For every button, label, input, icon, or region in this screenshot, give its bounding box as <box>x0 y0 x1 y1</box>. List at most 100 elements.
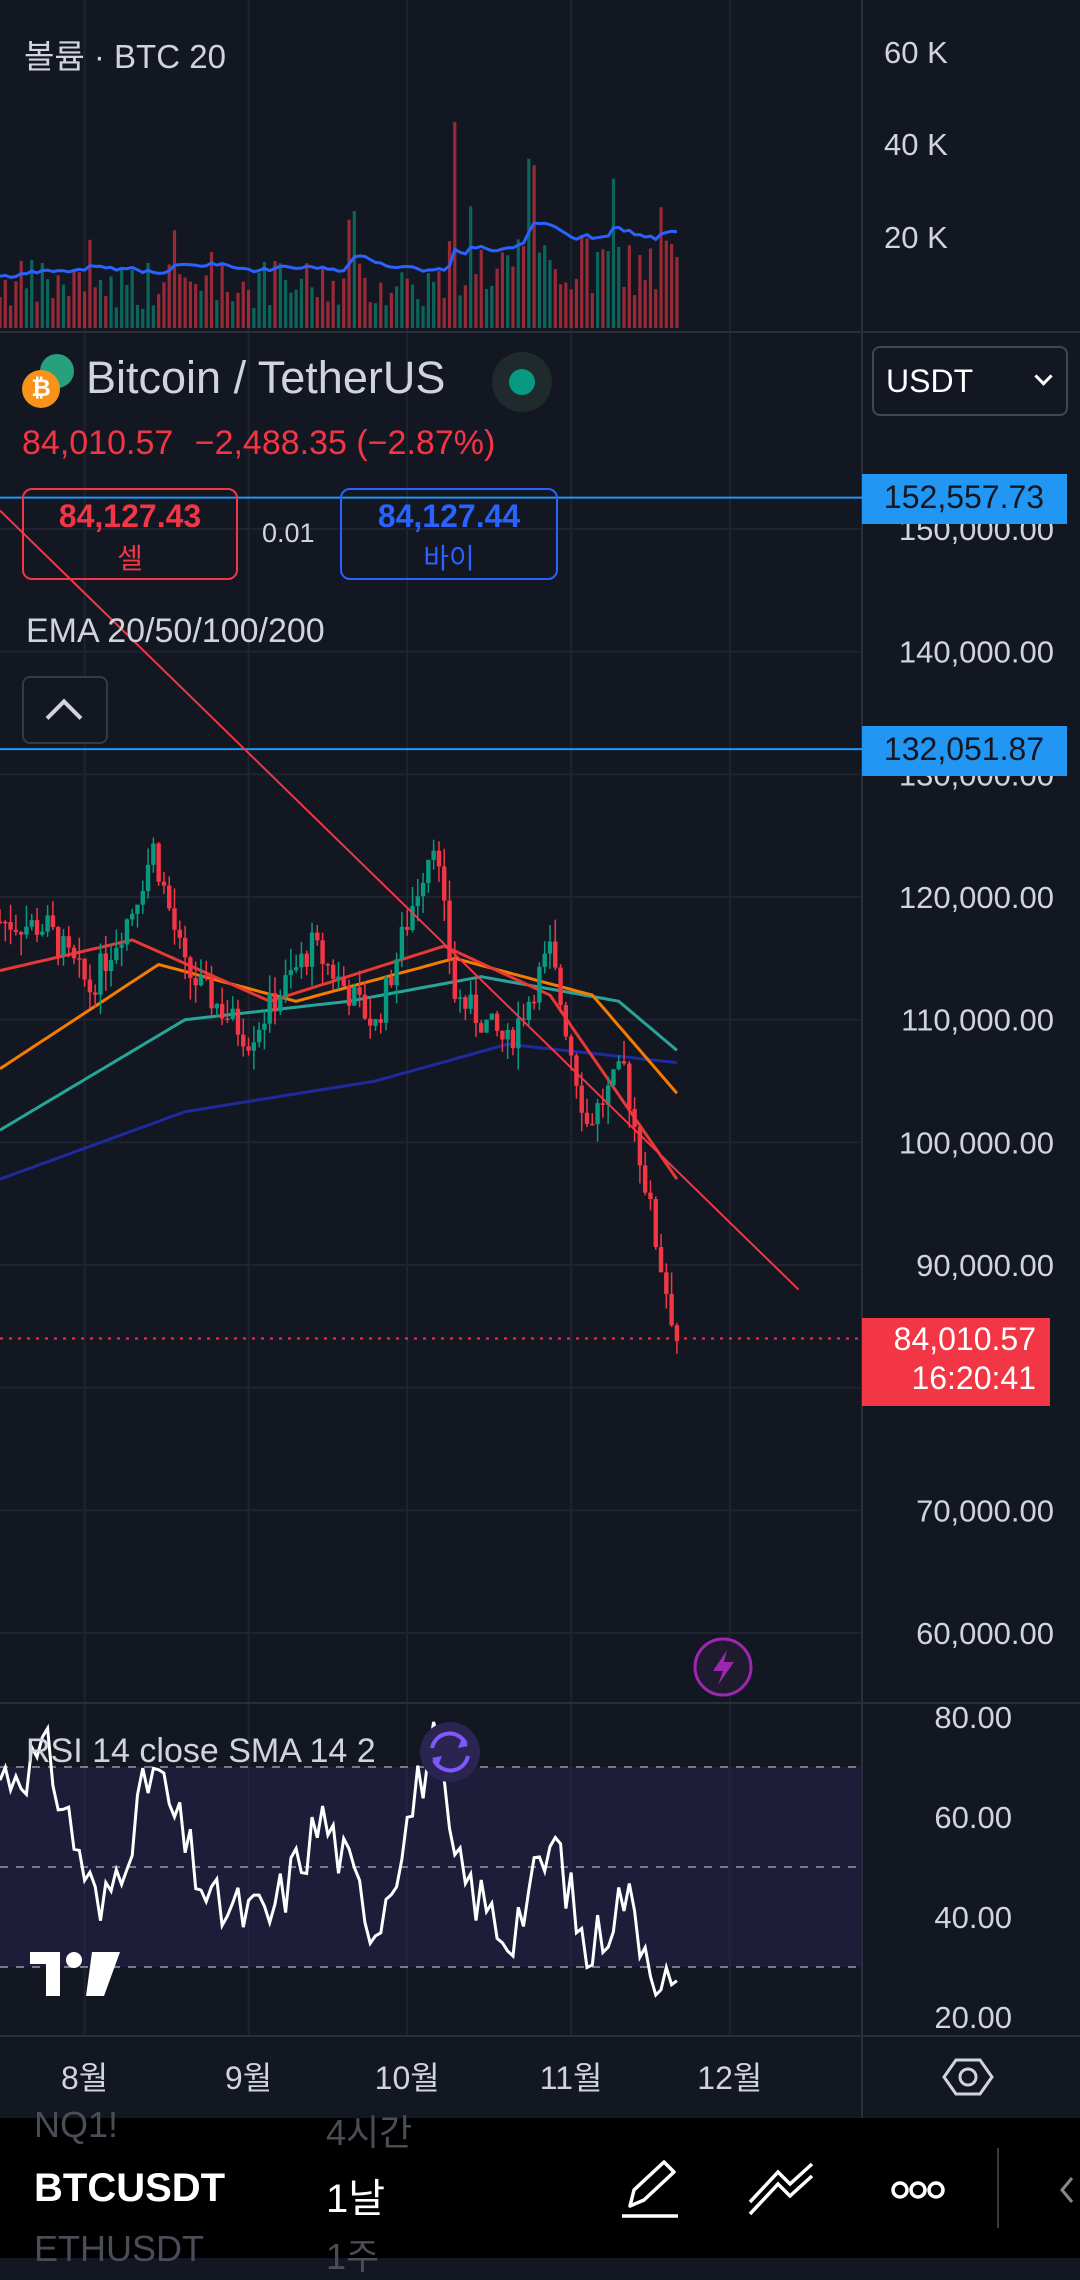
symbol-title[interactable]: Bitcoin / TetherUS <box>86 352 446 403</box>
collapse-button[interactable] <box>22 676 108 744</box>
volume-bar <box>558 284 563 328</box>
volume-bar <box>479 249 483 328</box>
candle-body <box>484 1019 489 1033</box>
candle-body <box>463 997 468 1009</box>
volume-bar <box>495 268 499 328</box>
volume-bar <box>659 207 663 328</box>
candle-body <box>669 1294 674 1326</box>
current-price-badge: 84,010.57 16:20:41 <box>862 1318 1050 1406</box>
candle-body <box>642 1165 648 1193</box>
more-icon[interactable] <box>891 2181 945 2199</box>
candle-body <box>108 960 114 972</box>
currency-select[interactable]: USDT <box>872 346 1068 416</box>
candle-body <box>151 843 156 865</box>
volume-bar <box>590 293 594 328</box>
volume-bar <box>172 230 177 328</box>
candle-body <box>124 919 130 945</box>
candle-body <box>410 906 415 931</box>
candle-body <box>447 900 452 959</box>
candle-body <box>563 1005 569 1037</box>
candle-body <box>204 975 209 978</box>
volume-bar <box>331 280 335 328</box>
market-status-icon[interactable] <box>492 352 552 412</box>
volume-bar <box>67 296 71 328</box>
price-axis-label: 60,000.00 <box>916 1616 1054 1651</box>
candle-body <box>346 986 352 1006</box>
trend-tool-icon[interactable] <box>748 2162 814 2216</box>
candle-body <box>140 891 145 905</box>
candle-body <box>188 957 193 979</box>
volume-bar <box>574 278 579 328</box>
candle-body <box>330 964 336 979</box>
volume-bar <box>199 290 203 328</box>
volume-bar <box>72 271 76 328</box>
volume-bar <box>252 307 256 328</box>
volume-bar <box>209 252 214 328</box>
buy-label: 바이 <box>423 543 475 574</box>
timeframe-picker[interactable]: 1날 <box>326 2177 386 2221</box>
volume-bar <box>162 282 166 328</box>
candle-body <box>648 1192 653 1200</box>
price-badge-lower[interactable]: 132,051.87 <box>862 726 1067 776</box>
volume-bar <box>215 300 219 328</box>
settings-icon[interactable] <box>942 2058 994 2096</box>
candle-body <box>584 1112 590 1124</box>
chart-grid <box>0 0 862 2036</box>
volume-bar <box>601 249 605 328</box>
candle-body <box>156 843 161 882</box>
price-axis-label: 110,000.00 <box>901 1003 1054 1038</box>
volume-bar <box>469 206 473 328</box>
chevron-left-icon[interactable] <box>1060 2177 1074 2203</box>
candle-body <box>315 932 320 941</box>
candle-body <box>394 959 399 986</box>
volume-bar <box>379 282 383 328</box>
candle-body <box>13 929 19 933</box>
volume-axis-label: 20 K <box>884 220 948 255</box>
symbol-picker[interactable]: BTCUSDT <box>34 2166 226 2210</box>
volume-bar <box>484 289 489 328</box>
volume-bar <box>416 299 420 328</box>
candle-body <box>674 1325 680 1342</box>
volume-bar <box>342 278 346 328</box>
refresh-icon[interactable] <box>420 1722 480 1782</box>
ema50-line <box>0 956 679 1095</box>
volume-bar <box>595 251 600 328</box>
volume-bar <box>569 289 573 328</box>
rsi-indicator-label[interactable]: RSI 14 close SMA 14 2 <box>26 1732 376 1770</box>
candle-body <box>272 993 278 1012</box>
volume-bar <box>532 165 536 328</box>
candle-body <box>357 987 362 995</box>
candle-body <box>373 1019 378 1026</box>
candle-body <box>103 953 108 972</box>
sell-button[interactable]: 84,127.43 셀 <box>22 488 238 580</box>
ema-indicator-label[interactable]: EMA 20/50/100/200 <box>26 612 325 650</box>
volume-bar <box>125 284 129 328</box>
volume-bar <box>188 281 192 328</box>
volume-bar <box>368 302 372 328</box>
volume-bar <box>474 274 478 328</box>
lightning-icon[interactable] <box>693 1637 753 1697</box>
volume-bar <box>231 301 235 328</box>
volume-bar <box>585 238 589 328</box>
price-badge-upper[interactable]: 152,557.73 <box>862 474 1067 524</box>
candle-body <box>494 1013 500 1031</box>
price-axis: 150,000.00140,000.00130,000.00120,000.00… <box>899 512 1054 1651</box>
rsi-axis: 80.00 60.00 40.00 20.00 <box>934 1700 1012 2035</box>
candle-body <box>130 913 135 920</box>
trading-chart[interactable]: 150,000.00140,000.00130,000.00120,000.00… <box>0 0 1080 2118</box>
volume-bar <box>262 261 267 328</box>
symbol-ghost-below: ETHUSDT <box>34 2228 204 2269</box>
candle-body <box>547 941 553 954</box>
volume-bar <box>410 284 415 328</box>
pencil-icon[interactable] <box>622 2160 678 2218</box>
candle-body <box>24 926 29 935</box>
volume-bar <box>537 252 542 328</box>
candle-body <box>605 1085 611 1105</box>
buy-button[interactable]: 84,127.44 바이 <box>340 488 558 580</box>
candle-body <box>558 967 563 1006</box>
candle-body <box>167 885 172 909</box>
candle-body <box>283 975 288 997</box>
ema200-line <box>0 1042 678 1181</box>
volume-bar <box>373 303 378 328</box>
candle-body <box>251 1042 257 1051</box>
